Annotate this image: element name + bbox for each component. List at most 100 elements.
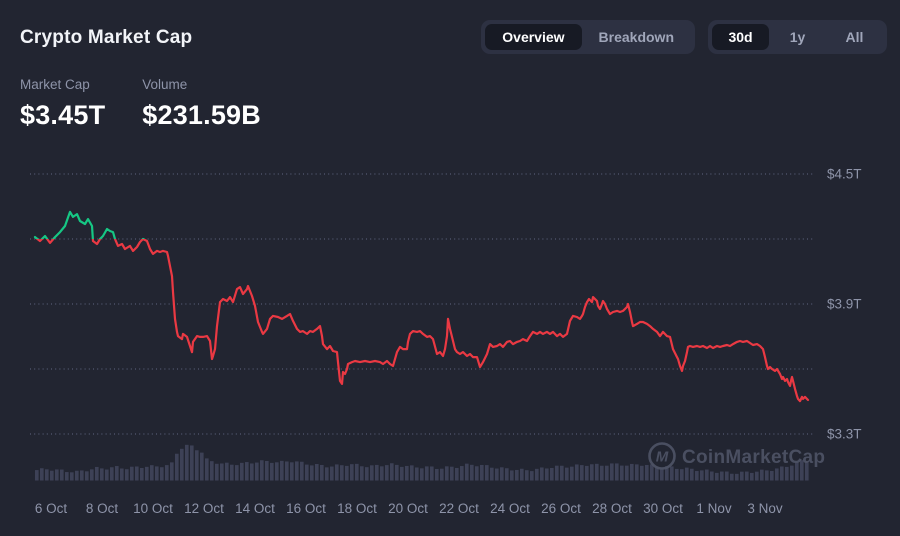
volume-bar [70,472,74,481]
volume-bar [40,468,44,481]
volume-bar [400,466,404,481]
volume-value: $231.59B [142,100,261,130]
volume-bar [575,464,579,481]
volume-bar [515,469,519,481]
volume-bar [335,464,339,481]
volume-bars [35,444,809,481]
volume-bar [455,467,459,481]
volume-bar [595,463,599,481]
y-axis-label: $4.5T [827,167,862,182]
volume-bar [435,468,439,481]
volume-bar [390,463,394,481]
volume-bar [355,463,359,481]
volume-bar [65,472,69,481]
volume-bar [405,465,409,481]
volume-bar [365,467,369,481]
tab-breakdown[interactable]: Breakdown [582,24,691,50]
volume-bar [430,466,434,481]
volume-bar [445,466,449,481]
volume-bar [775,468,779,481]
volume-bar [625,465,629,481]
x-axis-label: 26 Oct [541,501,581,516]
volume-bar [645,464,649,481]
volume-bar [620,465,624,481]
volume-bar [560,465,564,481]
x-axis-label: 6 Oct [35,501,68,516]
volume-bar [525,470,529,481]
volume-bar [360,466,364,481]
volume-bar [345,465,349,481]
volume-bar [245,462,249,481]
x-axis-label: 22 Oct [439,501,479,516]
volume-bar [305,464,309,481]
volume-bar [330,466,334,481]
volume-bar [800,460,804,481]
chart-controls: Overview Breakdown 30d 1y All [481,20,887,54]
volume-bar [755,471,759,481]
volume-bar [200,452,204,481]
volume-bar [160,467,164,481]
coinmarketcap-logo-icon [648,442,676,470]
volume-bar [510,470,514,481]
market-cap-line-down [35,239,810,403]
volume-bar [80,470,84,481]
volume-bar [735,473,739,481]
volume-bar [485,465,489,481]
stat-market-cap: Market Cap $3.45T [20,77,105,131]
volume-bar [635,464,639,481]
volume-bar [475,466,479,481]
volume-bar [685,467,689,481]
volume-bar [710,471,714,481]
volume-bar [270,462,274,481]
volume-bar [470,464,474,481]
x-axis-label: 18 Oct [337,501,377,516]
volume-bar [260,460,264,481]
volume-bar [150,465,154,481]
volume-bar [50,470,54,481]
x-axis-label: 1 Nov [696,501,732,516]
volume-bar [695,471,699,481]
volume-bar [690,468,694,481]
volume-bar [705,469,709,481]
range-30d[interactable]: 30d [712,24,769,50]
volume-bar [155,466,159,481]
volume-bar [290,462,294,481]
volume-bar [600,465,604,481]
volume-bar [235,465,239,481]
volume-bar [410,465,414,481]
volume-bar [460,466,464,481]
volume-bar [580,465,584,481]
x-axis-label: 24 Oct [490,501,530,516]
volume-bar [770,470,774,481]
volume-bar [95,466,99,481]
volume-bar [75,470,79,481]
volume-bar [550,467,554,481]
volume-bar [450,466,454,481]
volume-bar [180,448,184,481]
volume-bar [110,467,114,481]
volume-bar [55,469,59,481]
x-axis-label: 14 Oct [235,501,275,516]
volume-bar [650,464,654,481]
volume-bar [615,463,619,481]
volume-bar [425,466,429,481]
volume-bar [120,468,124,481]
volume-bar [680,469,684,481]
volume-bar [125,469,129,481]
volume-bar [225,462,229,481]
volume-bar [220,463,224,481]
volume-bar [385,465,389,481]
volume-bar [530,471,534,481]
view-tab-group: Overview Breakdown [481,20,695,54]
tab-overview[interactable]: Overview [485,24,582,50]
range-all[interactable]: All [826,24,883,50]
volume-bar [250,463,254,481]
volume-bar [565,467,569,481]
volume-bar [655,466,659,481]
volume-bar [495,468,499,481]
volume-bar [165,465,169,481]
market-cap-value: $3.45T [20,100,106,130]
range-1y[interactable]: 1y [769,24,826,50]
volume-bar [715,472,719,481]
